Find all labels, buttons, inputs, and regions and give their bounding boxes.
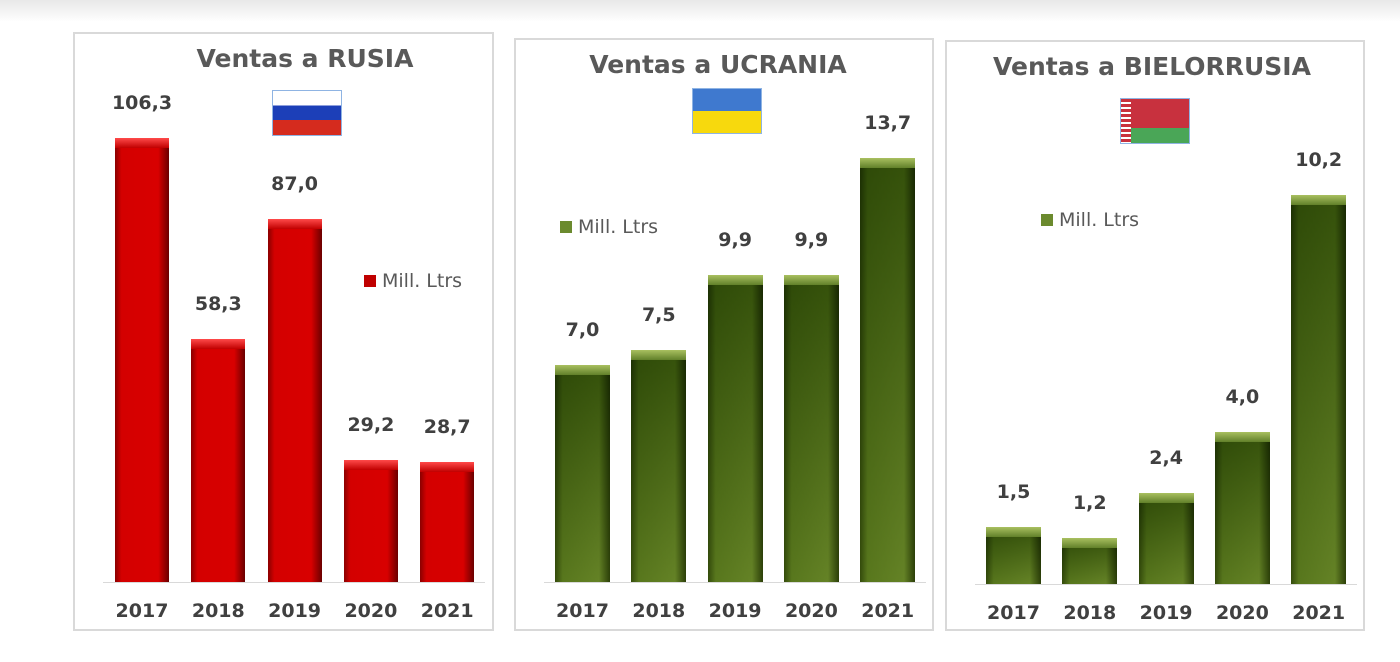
bar-2018 [191, 338, 246, 582]
data-label: 13,7 [864, 111, 912, 134]
x-axis [975, 584, 1357, 585]
data-label: 106,3 [111, 92, 173, 115]
x-tick-label: 2019 [268, 600, 322, 622]
x-tick-label: 2021 [861, 600, 915, 622]
bar-bevel [783, 275, 839, 286]
bar-2019 [707, 275, 763, 582]
bar-2017 [115, 138, 169, 582]
x-tick-label: 2017 [987, 602, 1040, 624]
bar-bevel [860, 157, 916, 168]
x-axis [103, 582, 485, 583]
legend-label: Mill. Ltrs [1059, 209, 1140, 231]
data-label: 9,9 [718, 229, 752, 252]
legend-label: Mill. Ltrs [382, 270, 463, 292]
bar-bevel [1214, 431, 1270, 442]
data-label: 87,0 [271, 172, 319, 195]
bar-bevel [343, 460, 398, 471]
data-label: 10,2 [1295, 149, 1343, 172]
flag-ornament [1121, 99, 1131, 143]
bar-2020 [1214, 431, 1270, 584]
bar-bevel [631, 349, 687, 360]
x-tick-label: 2020 [344, 600, 398, 622]
legend: Mill. Ltrs [560, 216, 658, 238]
bar-2017 [555, 365, 610, 582]
chart-title: Ventas a RUSIA [196, 44, 414, 73]
ukraine-flag-icon [692, 88, 762, 134]
chart-panel-russia: Ventas a RUSIA Mill. Ltrs 106,3 2017 58,3 2… [73, 32, 494, 631]
bar-bevel [115, 138, 169, 149]
data-label: 7,0 [565, 319, 600, 342]
x-tick-label: 2017 [115, 600, 169, 622]
data-label: 1,2 [1072, 492, 1107, 515]
x-tick-label: 2021 [1292, 602, 1346, 624]
data-label: 2,4 [1149, 446, 1183, 469]
x-tick-label: 2017 [556, 600, 609, 622]
bar-2018 [1062, 538, 1118, 584]
top-shade [0, 0, 1400, 22]
data-label: 4,0 [1225, 385, 1260, 408]
x-tick-label: 2019 [1139, 602, 1193, 624]
legend-swatch [1041, 214, 1053, 226]
data-label: 1,5 [996, 480, 1031, 503]
bar-bevel [707, 275, 763, 286]
russia-flag-icon [272, 90, 342, 136]
x-tick-label: 2021 [420, 600, 474, 622]
bar-2019 [1138, 492, 1194, 584]
data-label: 9,9 [794, 229, 829, 252]
data-label: 29,2 [347, 414, 395, 437]
legend-label: Mill. Ltrs [578, 216, 659, 238]
data-label: 58,3 [194, 292, 242, 315]
bar-2017 [986, 526, 1041, 584]
bar-bevel [1291, 195, 1347, 206]
chart-panel-belarus: Ventas a BIELORRUSIA Mill. Ltrs 1,5 2017 1… [945, 40, 1365, 631]
bar-bevel [555, 365, 610, 376]
bar-bevel [191, 338, 246, 349]
legend-swatch [560, 221, 572, 233]
x-tick-label: 2018 [632, 600, 686, 622]
bar-2020 [783, 275, 839, 582]
chart-title: Ventas a BIELORRUSIA [993, 52, 1311, 81]
bar-2020 [343, 460, 398, 582]
bar-2019 [267, 218, 322, 582]
bar-2021 [1291, 195, 1347, 584]
bar-2021 [860, 157, 916, 582]
bar-2021 [420, 462, 475, 582]
chart-panel-ukraine: Ventas a UCRANIA Mill. Ltrs 7,0 2017 7,5 20… [514, 38, 934, 631]
x-tick-label: 2019 [708, 600, 762, 622]
bar-bevel [1138, 492, 1194, 503]
bar-2018 [631, 349, 687, 582]
bar-bevel [986, 526, 1041, 537]
chart-title: Ventas a UCRANIA [589, 50, 847, 79]
legend: Mill. Ltrs [1041, 209, 1139, 231]
belarus-flag-icon [1120, 98, 1190, 144]
bar-bevel [1062, 538, 1118, 549]
bar-bevel [267, 218, 322, 229]
data-label: 28,7 [423, 416, 471, 439]
data-label: 7,5 [641, 303, 676, 326]
bar-bevel [420, 462, 475, 473]
x-tick-label: 2018 [1063, 602, 1117, 624]
legend-swatch [364, 275, 376, 287]
x-tick-label: 2020 [1215, 602, 1269, 624]
x-tick-label: 2020 [784, 600, 838, 622]
legend: Mill. Ltrs [364, 270, 462, 292]
x-axis [544, 582, 926, 583]
x-tick-label: 2018 [191, 600, 245, 622]
